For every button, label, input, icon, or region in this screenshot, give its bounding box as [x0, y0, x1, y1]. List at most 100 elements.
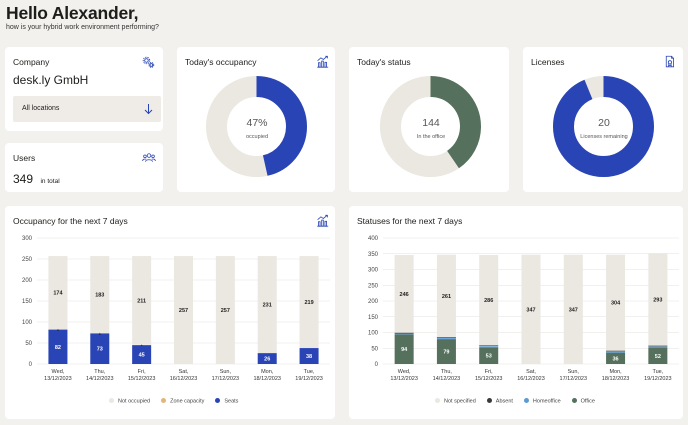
license-document-icon[interactable]: [663, 55, 676, 68]
occupancy-card: Today's occupancy 47% occupied: [177, 47, 335, 192]
legend-item[interactable]: Not specified: [435, 398, 476, 405]
legend-label: Seats: [224, 398, 239, 405]
bar-segment: [479, 347, 499, 364]
bar-data-label: 73: [97, 347, 103, 353]
trend-chart-icon[interactable]: [316, 55, 329, 68]
x-tick-label: 18/12/2023: [253, 376, 281, 382]
y-tick-label: 400: [368, 236, 379, 242]
status-title: Today's status: [357, 57, 411, 67]
x-tick-label: 18/12/2023: [602, 376, 630, 382]
bar-data-label: 183: [95, 292, 104, 298]
bar-segment: [90, 333, 110, 364]
x-tick-label: Mon,: [609, 369, 622, 375]
bar-segment: [606, 351, 626, 353]
y-tick-label: 300: [368, 268, 379, 274]
x-tick-label: 19/12/2023: [295, 376, 323, 382]
y-tick-label: 250: [368, 283, 379, 289]
company-card: Company desk.ly GmbH All locations: [5, 47, 163, 131]
users-title: Users: [13, 153, 36, 163]
occupancy-bar-chart: 0 50 100 150 200 250 300 82 1 174 Wed,13/12/2023 73…: [22, 236, 330, 382]
bar-data-label: 82: [55, 345, 61, 351]
occupancy-donut: [206, 76, 307, 177]
bar-segment: [606, 254, 626, 351]
x-tick-label: 15/12/2023: [475, 376, 503, 382]
bar-data-label: 257: [179, 308, 188, 314]
x-tick-label: 14/12/2023: [86, 376, 114, 382]
legend-item[interactable]: Office: [571, 398, 595, 405]
status-value: 144: [422, 117, 440, 129]
occupancy-chart-legend: Not occupied Zone capacity Seats: [109, 398, 238, 405]
y-tick-label: 100: [368, 331, 379, 337]
y-tick-label: 300: [22, 236, 33, 242]
x-tick-label: Thu,: [441, 369, 452, 375]
x-tick-label: 17/12/2023: [560, 376, 588, 382]
bar-segment: [479, 345, 499, 347]
status-donut-fill: [380, 76, 481, 177]
occupancy-label: occupied: [245, 134, 269, 140]
location-select[interactable]: All locations: [13, 96, 161, 122]
legend-item[interactable]: Homeoffice: [523, 398, 561, 405]
status-card: Today's status 144 In the office: [349, 47, 509, 192]
y-tick-label: 50: [371, 346, 378, 352]
users-icon[interactable]: [142, 151, 156, 164]
y-tick-label: 200: [22, 278, 33, 284]
x-tick-label: Sun,: [220, 369, 232, 375]
bar-segment: [648, 253, 668, 346]
x-tick-label: Tue,: [304, 369, 315, 375]
legend-item[interactable]: Not occupied: [109, 398, 150, 405]
bar-segment: [436, 336, 456, 338]
x-tick-label: Tue,: [652, 369, 663, 375]
trend-chart-icon[interactable]: [316, 214, 329, 227]
legend-label: Not occupied: [118, 398, 151, 405]
legend-swatch: [435, 398, 440, 403]
x-tick-label: Thu,: [94, 369, 105, 375]
bar-segment: [563, 254, 583, 364]
x-tick-label: Mon,: [261, 369, 274, 375]
y-tick-label: 0: [375, 362, 379, 368]
legend-swatch: [161, 398, 167, 403]
bar-data-label: 79: [443, 350, 449, 356]
bar-segment: [394, 333, 414, 335]
bar-data-label: 257: [221, 308, 230, 314]
legend-swatch: [215, 398, 221, 403]
licenses-donut-fill: [553, 76, 654, 177]
bar-data-label: 304: [611, 301, 621, 307]
y-tick-label: 150: [22, 299, 33, 305]
legend-label: Zone capacity: [170, 398, 205, 405]
legend-swatch: [571, 398, 577, 403]
x-tick-label: Wed,: [52, 369, 65, 375]
status-donut: [380, 76, 481, 177]
bar-data-label: 1: [57, 327, 60, 332]
status-label: In the office: [416, 134, 446, 140]
y-tick-label: 0: [29, 362, 33, 368]
x-tick-label: 13/12/2023: [44, 376, 72, 382]
legend-item[interactable]: Zone capacity: [161, 398, 204, 405]
y-tick-label: 200: [368, 299, 379, 305]
licenses-donut: [553, 76, 654, 177]
bar-segment: [215, 256, 235, 364]
bar-data-label: 26: [264, 357, 270, 363]
x-tick-label: 17/12/2023: [212, 376, 240, 382]
legend-item[interactable]: Seats: [215, 398, 238, 405]
bar-segment: [479, 346, 499, 348]
occupancy-chart-card: Occupancy for the next 7 days 0 50 100 150 2…: [5, 206, 335, 419]
bar-segment: [132, 256, 152, 345]
licenses-title: Licenses: [531, 57, 565, 67]
bar-data-label: 52: [655, 354, 661, 360]
bar-data-label: 347: [569, 307, 578, 313]
company-settings-icon[interactable]: [142, 56, 155, 69]
legend-swatch: [109, 398, 114, 403]
bar-data-label: 293: [653, 297, 662, 303]
x-tick-label: 15/12/2023: [128, 376, 156, 382]
bar-segment: [436, 337, 456, 340]
bar-segment: [479, 255, 499, 346]
legend-item[interactable]: Absent: [486, 398, 513, 405]
company-name: desk.ly GmbH: [13, 73, 89, 87]
bar-segment: [48, 329, 68, 364]
y-tick-label: 350: [368, 252, 379, 258]
bar-segment: [299, 348, 319, 364]
status-chart-card: Statuses for the next 7 days 0 50 100 150 20…: [349, 206, 683, 419]
occupancy-title: Today's occupancy: [185, 57, 257, 67]
x-tick-label: 13/12/2023: [390, 376, 418, 382]
x-tick-label: Sat,: [526, 369, 536, 375]
